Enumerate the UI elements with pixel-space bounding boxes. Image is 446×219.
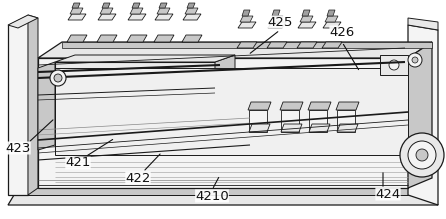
Polygon shape [128, 14, 146, 20]
Text: 4210: 4210 [195, 189, 229, 203]
Polygon shape [97, 35, 117, 42]
Polygon shape [187, 3, 195, 8]
Polygon shape [268, 22, 286, 28]
Polygon shape [309, 124, 330, 132]
Polygon shape [280, 102, 303, 110]
Polygon shape [102, 3, 110, 8]
Polygon shape [249, 124, 270, 132]
Polygon shape [408, 42, 432, 188]
Polygon shape [408, 25, 438, 205]
Polygon shape [8, 15, 38, 28]
Polygon shape [242, 10, 250, 16]
Circle shape [408, 141, 436, 169]
Polygon shape [336, 102, 359, 110]
Polygon shape [55, 55, 235, 62]
Text: 426: 426 [330, 25, 355, 39]
Text: 423: 423 [5, 141, 31, 154]
Polygon shape [309, 110, 327, 132]
Polygon shape [28, 15, 38, 195]
Polygon shape [267, 42, 287, 48]
Polygon shape [55, 68, 408, 155]
Circle shape [408, 53, 422, 67]
Polygon shape [8, 195, 438, 205]
Polygon shape [100, 8, 113, 14]
Polygon shape [240, 16, 253, 22]
Polygon shape [237, 42, 257, 48]
Polygon shape [270, 16, 283, 22]
Polygon shape [130, 8, 143, 14]
Polygon shape [55, 62, 215, 150]
Polygon shape [127, 35, 147, 42]
Polygon shape [38, 58, 408, 188]
Polygon shape [185, 8, 198, 14]
Polygon shape [38, 42, 432, 58]
Polygon shape [72, 3, 80, 8]
Polygon shape [8, 15, 28, 195]
Text: 422: 422 [125, 171, 151, 184]
Polygon shape [67, 35, 87, 42]
Polygon shape [337, 124, 358, 132]
Polygon shape [302, 10, 310, 16]
Circle shape [50, 70, 66, 86]
Polygon shape [155, 14, 173, 20]
Polygon shape [272, 10, 280, 16]
Polygon shape [215, 55, 235, 150]
Text: 421: 421 [65, 157, 91, 170]
Polygon shape [38, 62, 55, 150]
Polygon shape [325, 16, 338, 22]
Text: 424: 424 [376, 187, 401, 201]
Polygon shape [298, 22, 316, 28]
Polygon shape [132, 3, 140, 8]
Polygon shape [183, 14, 201, 20]
Polygon shape [248, 102, 271, 110]
Polygon shape [154, 35, 174, 42]
Text: 425: 425 [267, 16, 293, 28]
Polygon shape [408, 18, 438, 30]
Polygon shape [297, 42, 317, 48]
Polygon shape [14, 188, 432, 195]
Polygon shape [182, 35, 202, 42]
Polygon shape [380, 55, 408, 75]
Circle shape [54, 74, 62, 82]
Polygon shape [68, 14, 86, 20]
Polygon shape [62, 42, 432, 48]
Circle shape [400, 133, 444, 177]
Polygon shape [238, 22, 256, 28]
Polygon shape [249, 110, 267, 132]
Polygon shape [308, 102, 331, 110]
Polygon shape [322, 42, 342, 48]
Polygon shape [337, 110, 355, 132]
Polygon shape [70, 8, 83, 14]
Polygon shape [159, 3, 167, 8]
Polygon shape [327, 10, 335, 16]
Circle shape [412, 57, 418, 63]
Polygon shape [157, 8, 170, 14]
Circle shape [416, 149, 428, 161]
Polygon shape [300, 16, 313, 22]
Circle shape [389, 60, 399, 70]
Polygon shape [323, 22, 341, 28]
Polygon shape [98, 14, 116, 20]
Polygon shape [281, 110, 299, 132]
Polygon shape [281, 124, 302, 132]
